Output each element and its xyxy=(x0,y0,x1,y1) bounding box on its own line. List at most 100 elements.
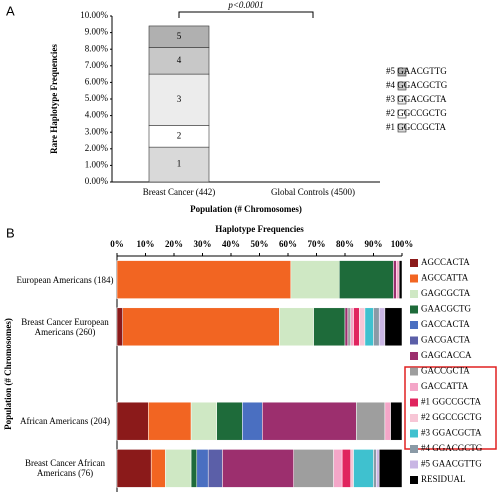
legend-label: GACCATTA xyxy=(421,381,469,391)
segment-label: 5 xyxy=(177,31,182,41)
x-tick-label: 50% xyxy=(251,239,269,249)
segment-label: 2 xyxy=(177,130,182,140)
bar-segment xyxy=(165,449,192,488)
bar-segment xyxy=(148,25,210,48)
bar-segment xyxy=(359,307,366,347)
category-label-box: Breast Cancer European Americans (260) xyxy=(21,316,109,337)
legend-swatch xyxy=(397,95,407,105)
bar-segment xyxy=(279,307,314,347)
legend-label: #4 GGACGCTG xyxy=(386,80,448,90)
bar-segment xyxy=(378,307,386,347)
y-tick-label: 2.00% xyxy=(85,143,109,153)
bar-segment xyxy=(333,449,343,488)
bar-segment xyxy=(148,47,210,75)
bar-segment xyxy=(148,401,192,441)
bar-segment xyxy=(373,449,377,488)
legend-swatch xyxy=(397,81,407,91)
legend-label: #1 GGCCGCTA xyxy=(386,122,447,132)
panel-label: A xyxy=(6,3,15,18)
legend-label: #3 GGACGCTA xyxy=(421,428,482,438)
x-tick-label: 30% xyxy=(194,239,212,249)
panel-label: B xyxy=(6,225,15,240)
x-tick-label: 70% xyxy=(308,239,326,249)
bar-segment xyxy=(290,260,340,299)
bar-segment xyxy=(353,449,374,488)
legend-label: #1 GGCCGCTA xyxy=(421,397,482,407)
bar-segment xyxy=(148,146,210,183)
bar-segment xyxy=(207,449,223,488)
bar-segment xyxy=(339,260,394,299)
y-tick-label: 1.00% xyxy=(85,159,109,169)
y-tick-label: 7.00% xyxy=(85,60,109,70)
bar-segment xyxy=(347,307,351,347)
x-tick-label: 90% xyxy=(365,239,383,249)
legend-label: #3 GGACGCTA xyxy=(386,94,447,104)
annotation: p<0.0001 xyxy=(227,0,263,10)
legend-swatch xyxy=(410,398,418,407)
bar-segment xyxy=(196,449,209,488)
y-axis-label: Rare Haplotype Frequencies xyxy=(49,44,59,154)
legend-swatch xyxy=(410,429,418,438)
legend-label: GAACGCTG xyxy=(421,304,472,314)
legend-swatch xyxy=(410,274,418,283)
y-tick-label: 5.00% xyxy=(85,93,109,103)
bar-segment xyxy=(216,401,243,441)
bar-segment xyxy=(190,401,218,441)
legend-swatch xyxy=(397,123,407,133)
legend-label: #4 GGACGCTG xyxy=(421,443,483,453)
x-tick-label: 0% xyxy=(110,239,124,249)
bar-segment xyxy=(313,307,346,347)
legend-label: #5 GAACGTTG xyxy=(386,66,447,76)
bar-segment xyxy=(364,307,374,347)
x-tick-label: 20% xyxy=(165,239,183,249)
legend-label: #2 GGCCGCTG xyxy=(386,108,447,118)
legend-swatch xyxy=(410,336,418,345)
x-tick-label: 100% xyxy=(391,239,414,249)
y-tick-label: 3.00% xyxy=(85,126,109,136)
segment-label: 3 xyxy=(177,94,182,104)
legend-swatch xyxy=(410,460,418,469)
bar-segment xyxy=(116,449,152,488)
legend-label: GACGACTA xyxy=(421,335,471,345)
bar-segment xyxy=(344,307,349,347)
bar-segment xyxy=(396,260,400,299)
bar-segment xyxy=(350,307,354,347)
category-label-box: Breast Cancer African Americans (76) xyxy=(25,458,105,478)
bar-segment xyxy=(116,307,123,347)
legend-swatch xyxy=(410,290,418,298)
legend-swatch xyxy=(410,445,418,453)
y-axis-label: Population (# Chromosomes) xyxy=(3,318,13,430)
legend-swatch xyxy=(410,259,418,267)
legend-label: GAGCACCA xyxy=(421,350,472,360)
bar-segment xyxy=(116,260,292,299)
bar-segment xyxy=(150,449,166,488)
bar-segment xyxy=(393,260,397,299)
bar-segment xyxy=(116,401,149,441)
bar-segment xyxy=(376,449,380,488)
bar-segment xyxy=(373,307,380,347)
bar-segment xyxy=(378,449,403,488)
x-tick-label: Global Controls (4500) xyxy=(271,187,355,197)
legend-label: #2 GGCCGCTG xyxy=(421,412,482,422)
bar-segment xyxy=(222,449,294,488)
legend-label: GAGCGCTA xyxy=(421,288,471,298)
bar-segment xyxy=(398,260,403,299)
significance-bracket xyxy=(178,11,314,18)
bar-segment xyxy=(190,449,198,488)
bar-segment xyxy=(350,449,354,488)
x-tick-label: 60% xyxy=(279,239,297,249)
legend-label: AGCCATTA xyxy=(421,273,469,283)
x-tick-label: Breast Cancer (442) xyxy=(143,187,215,197)
bar-segment xyxy=(242,401,263,441)
bar-segment xyxy=(341,449,351,488)
y-tick-label: 6.00% xyxy=(85,76,109,86)
legend-swatch xyxy=(410,367,418,376)
bar-segment xyxy=(353,307,360,347)
legend-swatch xyxy=(410,414,418,422)
bar-segment xyxy=(356,401,386,441)
category-label-box: European Americans (184) xyxy=(17,275,114,285)
y-tick-label: Breast Cancer European Americans (260) xyxy=(21,316,109,337)
y-tick-label: 10.00% xyxy=(80,10,108,20)
legend-swatch xyxy=(397,67,407,77)
